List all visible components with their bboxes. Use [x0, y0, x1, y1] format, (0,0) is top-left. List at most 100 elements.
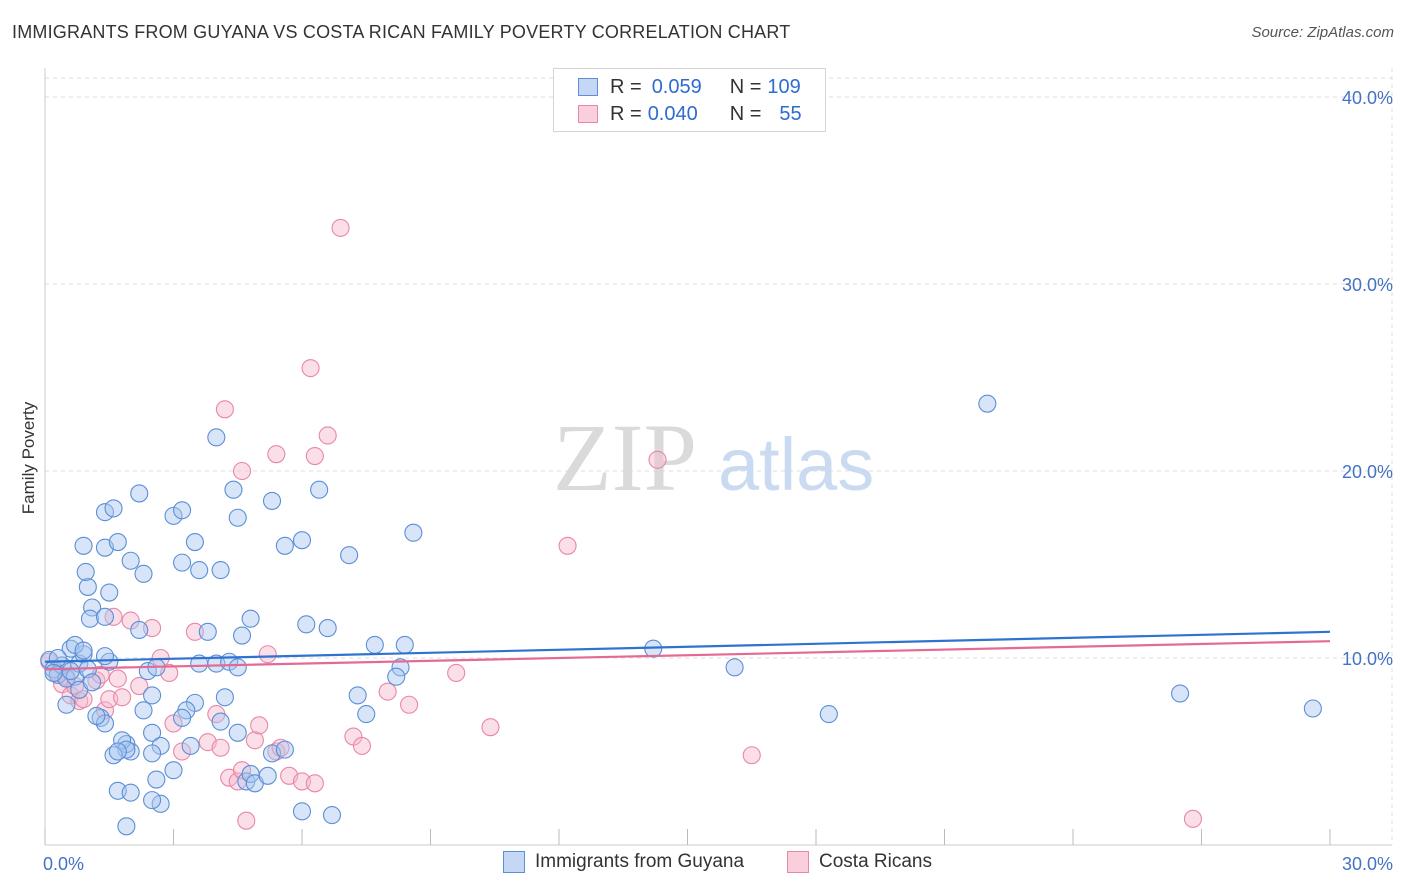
guyana-point: [228, 658, 247, 677]
legend-r-label: R =: [610, 75, 642, 98]
y-tick-label: 40.0%: [1342, 88, 1393, 108]
gridlines: [45, 68, 1393, 845]
guyana-point: [121, 551, 140, 570]
legend-r-value: 0.059: [651, 75, 702, 98]
costa-ricans-point: [301, 359, 320, 378]
tick-labels: 10.0% 20.0% 30.0% 40.0% 0.0% 30.0%: [43, 88, 1393, 874]
costa-ricans-point: [400, 695, 419, 714]
guyana-point: [95, 647, 115, 666]
guyana-point: [143, 744, 162, 763]
guyana-point: [292, 802, 312, 821]
costa-ricans-point: [1183, 809, 1202, 828]
bottom-legend-label-guyana: Immigrants from Guyana: [535, 851, 745, 872]
guyana-point: [173, 708, 192, 727]
guyana-point: [819, 705, 838, 724]
legend-r-label: R =: [610, 102, 642, 125]
guyana-point: [164, 761, 183, 780]
axes: [44, 68, 1392, 846]
guyana-point: [185, 533, 204, 552]
guyana-point: [74, 536, 93, 555]
guyana-point: [134, 564, 153, 583]
costa-ricans-point: [250, 716, 269, 735]
guyana-point: [143, 791, 162, 810]
guyana-point: [134, 701, 153, 720]
costa-ricans-point: [130, 676, 149, 696]
costa-ricans-point: [258, 645, 277, 664]
guyana-point: [224, 480, 243, 499]
guyana-point: [198, 622, 217, 641]
x-tick-label: 30.0%: [1342, 854, 1393, 874]
legend-n-label: N =: [729, 102, 762, 125]
guyana-point: [83, 673, 102, 692]
guyana-point: [173, 501, 192, 520]
bottom-legend-costa-ricans: Costa Ricans: [787, 851, 932, 873]
guyana-point: [275, 740, 294, 759]
guyana-point: [108, 533, 127, 552]
watermark: ZIP atlas: [553, 404, 874, 511]
guyana-point: [121, 783, 140, 802]
costa-ricans-point: [211, 738, 230, 757]
legend-n-value: 55: [779, 102, 802, 125]
guyana-point: [48, 648, 67, 668]
guyana-point: [87, 706, 106, 726]
costa-ricans-point: [558, 536, 577, 555]
guyana-point: [108, 742, 127, 761]
bottom-legend-swatch-costa-ricans: [787, 851, 809, 873]
guyana-point: [404, 523, 423, 542]
guyana-point: [310, 480, 329, 499]
guyana-point: [262, 491, 282, 510]
bottom-legend-swatch-guyana: [503, 851, 525, 873]
guyana-point: [978, 394, 997, 413]
guyana-trend-line: [44, 630, 1331, 663]
guyana-point: [80, 609, 100, 628]
y-tick-label: 20.0%: [1342, 462, 1393, 482]
guyana-point: [258, 766, 277, 785]
costa-ricans-point: [267, 445, 286, 464]
legend-swatch-costa-ricans: [578, 105, 598, 123]
guyana-point: [117, 817, 136, 836]
guyana-point: [275, 536, 294, 555]
source-label: Source: ZipAtlas.com: [1251, 24, 1394, 41]
guyana-point: [228, 508, 247, 527]
costa-ricans-point: [305, 774, 324, 793]
costa-ricans-points: [40, 218, 1202, 830]
bottom-legend-label-costa-ricans: Costa Ricans: [819, 851, 932, 872]
x-tick-label: 0.0%: [43, 854, 84, 874]
costa-ricans-point: [113, 688, 132, 707]
costa-ricans-point: [232, 461, 252, 481]
legend-row-guyana: R = 0.059 N = 109: [578, 74, 801, 100]
y-tick-label: 10.0%: [1342, 649, 1393, 669]
guyana-point: [387, 667, 406, 686]
guyana-point: [44, 663, 63, 683]
guyana-point: [190, 561, 209, 580]
costa-ricans-point: [305, 446, 324, 466]
guyana-point: [190, 654, 209, 673]
costa-ricans-point: [648, 450, 667, 469]
chart-title: IMMIGRANTS FROM GUYANA VS COSTA RICAN FA…: [12, 22, 791, 42]
guyana-point: [147, 770, 166, 789]
watermark-atlas: atlas: [718, 423, 874, 506]
y-tick-label: 30.0%: [1342, 275, 1393, 295]
guyana-point: [207, 428, 226, 447]
costa-ricans-point: [742, 746, 761, 765]
guyana-point: [104, 499, 123, 518]
guyana-point: [211, 561, 230, 580]
stats-legend: R = 0.059 N = 109 R = 0.040 N = 55: [553, 68, 826, 132]
guyana-point: [1303, 699, 1322, 718]
guyana-point: [181, 736, 200, 755]
legend-swatch-guyana: [578, 78, 598, 96]
guyana-point: [340, 546, 359, 565]
guyana-point: [365, 635, 384, 654]
costa-ricans-point: [378, 682, 397, 701]
guyana-point: [83, 598, 102, 617]
guyana-point: [322, 806, 342, 825]
watermark-zip: ZIP: [553, 404, 697, 511]
guyana-point: [113, 731, 132, 750]
costa-ricans-point: [447, 663, 466, 683]
costa-ricans-point: [352, 736, 372, 755]
guyana-point: [391, 658, 410, 677]
costa-ricans-point: [245, 731, 264, 750]
legend-row-costa-ricans: R = 0.040 N = 55: [578, 101, 802, 127]
guyana-point: [130, 484, 149, 503]
guyana-points: [40, 394, 1322, 836]
